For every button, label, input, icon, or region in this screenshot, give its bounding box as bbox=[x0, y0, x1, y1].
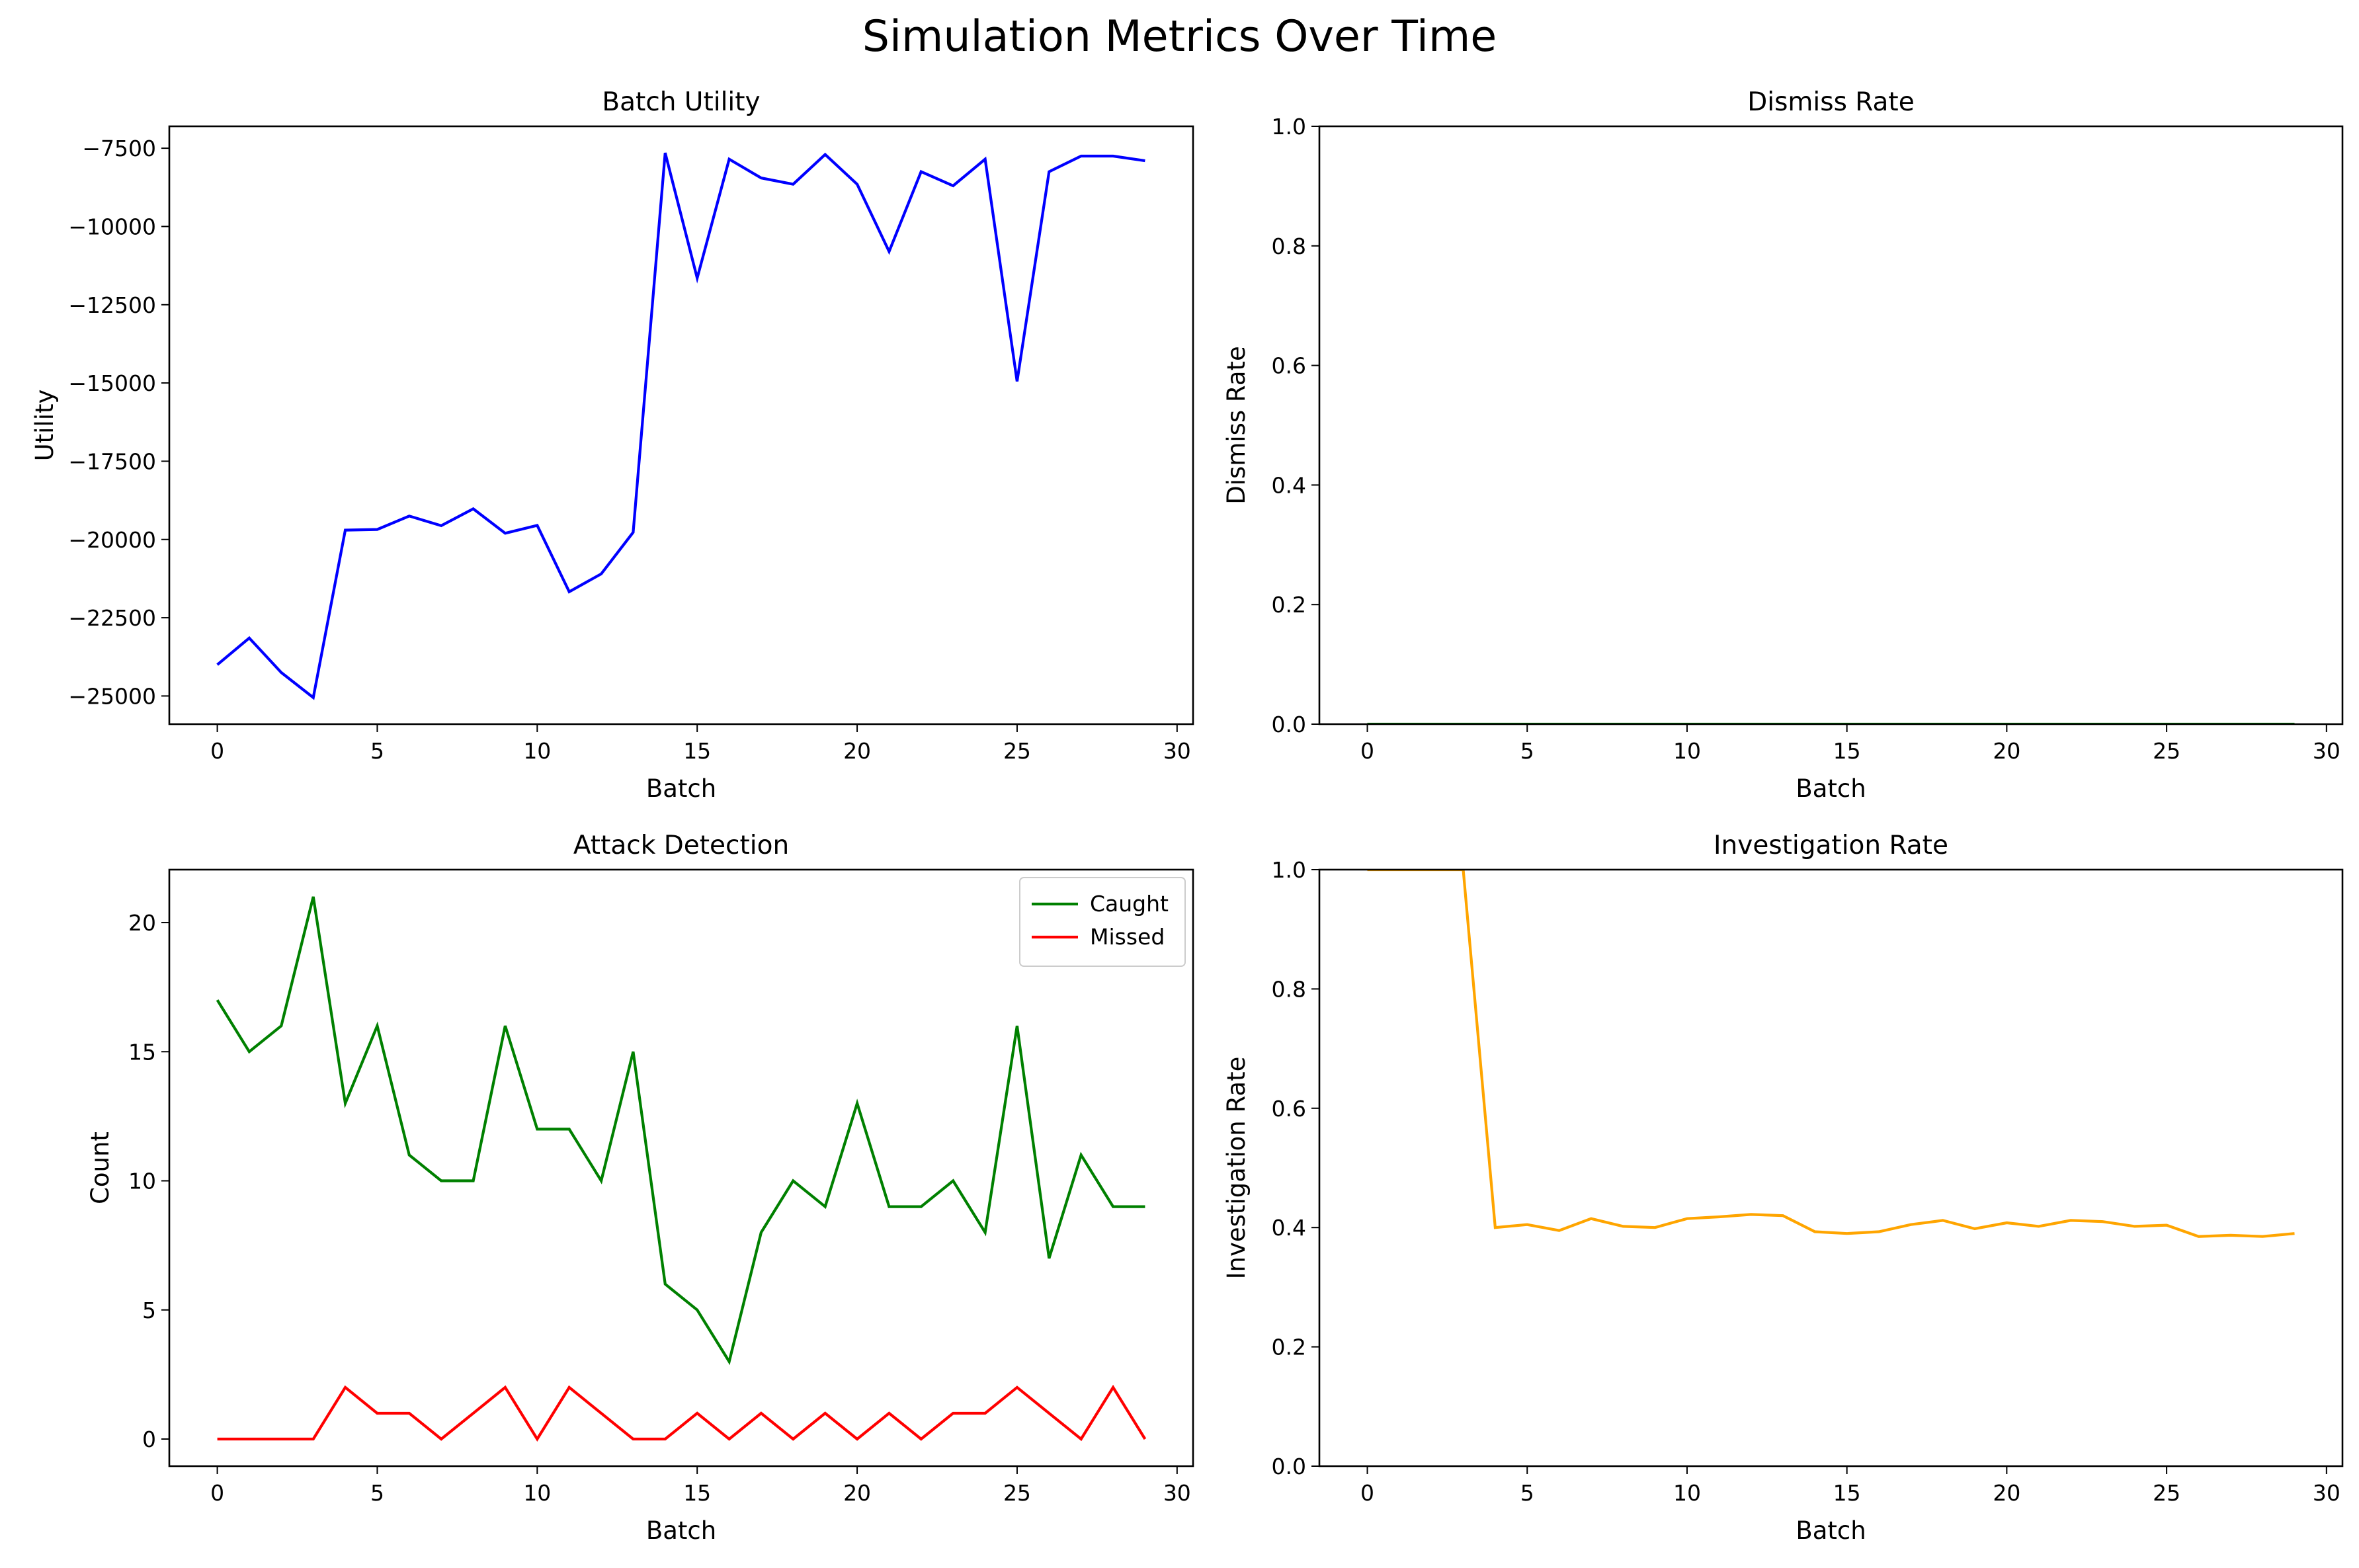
x-tick-label: 15 bbox=[1833, 738, 1861, 764]
y-tick-label: −22500 bbox=[68, 605, 156, 631]
x-tick-label: 25 bbox=[1003, 1480, 1031, 1506]
legend-label-missed: Missed bbox=[1090, 924, 1165, 950]
series-line-1 bbox=[1367, 870, 2295, 1238]
subplot-title: Attack Detection bbox=[573, 831, 789, 860]
y-tick-label: 0.0 bbox=[1272, 712, 1306, 737]
subplot-title: Batch Utility bbox=[602, 87, 760, 117]
x-tick-label: 20 bbox=[1993, 738, 2020, 764]
x-tick-label: 10 bbox=[523, 1480, 551, 1506]
axes-frame bbox=[168, 125, 1194, 725]
y-tick-label: 20 bbox=[128, 910, 156, 936]
x-tick-label: 20 bbox=[843, 738, 871, 764]
x-axis-label: Batch bbox=[1796, 1516, 1866, 1545]
y-tick-label: 0.2 bbox=[1272, 1335, 1306, 1360]
y-tick-label: −10000 bbox=[68, 214, 156, 239]
legend-label-caught: Caught bbox=[1090, 891, 1169, 917]
x-tick-label: 25 bbox=[2153, 738, 2180, 764]
y-tick-label: −25000 bbox=[68, 683, 156, 709]
x-tick-label: 5 bbox=[370, 738, 384, 764]
x-tick-label: 25 bbox=[2153, 1480, 2180, 1506]
x-tick-label: 30 bbox=[1163, 1480, 1191, 1506]
y-tick-label: 0.2 bbox=[1272, 592, 1306, 618]
x-tick-label: 10 bbox=[523, 738, 551, 764]
y-tick-label: 0.4 bbox=[1272, 1215, 1306, 1241]
y-tick-label: 0.0 bbox=[1272, 1454, 1306, 1479]
y-axis-label: Investigation Rate bbox=[1222, 1057, 1251, 1280]
x-tick-label: 30 bbox=[2313, 738, 2340, 764]
y-tick-label: −20000 bbox=[68, 527, 156, 553]
subplot-dismiss-rate: 0 5 10 15 20 25 30 0.0 0.2 0.4 0.6 0.8 1.0 Dismiss Ra… bbox=[1222, 87, 2344, 803]
x-tick-label: 15 bbox=[683, 738, 711, 764]
axes-frame bbox=[1318, 868, 2344, 1467]
y-tick-label: 1.0 bbox=[1272, 114, 1306, 140]
x-tick-label: 20 bbox=[843, 1480, 871, 1506]
y-tick-label: −15000 bbox=[68, 370, 156, 396]
y-tick-label: −12500 bbox=[68, 292, 156, 318]
y-tick-label: −7500 bbox=[82, 136, 156, 161]
y-tick-label: 10 bbox=[128, 1169, 156, 1194]
subplot-batch-utility: 0 5 10 15 20 25 30 −25000 −22500 −20000 −17500 −150… bbox=[30, 87, 1194, 803]
subplot-investigation-rate: 0 5 10 15 20 25 30 0.0 0.2 0.4 0.6 0.8 1.0 Investigat… bbox=[1222, 831, 2344, 1545]
x-axis-label: Batch bbox=[646, 1516, 716, 1545]
y-tick-label: 0.8 bbox=[1272, 233, 1306, 259]
axes-frame bbox=[168, 868, 1194, 1467]
x-tick-label: 0 bbox=[210, 738, 224, 764]
axes-frame bbox=[1318, 125, 2344, 725]
x-tick-label: 20 bbox=[1993, 1480, 2020, 1506]
x-tick-label: 10 bbox=[1673, 738, 1701, 764]
y-axis-label: Count bbox=[86, 1132, 114, 1204]
y-tick-label: 1.0 bbox=[1272, 857, 1306, 883]
series-line-caught bbox=[216, 896, 1145, 1366]
x-tick-label: 15 bbox=[1833, 1480, 1861, 1506]
x-tick-label: 30 bbox=[2313, 1480, 2340, 1506]
subplot-title: Investigation Rate bbox=[1714, 831, 1948, 860]
y-tick-label: 15 bbox=[128, 1039, 156, 1065]
y-tick-label: 0 bbox=[142, 1426, 156, 1452]
y-tick-label: −17500 bbox=[68, 448, 156, 474]
legend-box bbox=[1019, 877, 1186, 967]
series-line-1 bbox=[216, 152, 1145, 700]
y-axis-label: Dismiss Rate bbox=[1222, 346, 1251, 505]
x-tick-label: 15 bbox=[683, 1480, 711, 1506]
x-tick-label: 5 bbox=[1520, 738, 1534, 764]
y-tick-label: 5 bbox=[142, 1298, 156, 1323]
series-line-missed bbox=[217, 1384, 1147, 1442]
legend: Caught Missed bbox=[1019, 877, 1186, 967]
x-axis-label: Batch bbox=[646, 774, 716, 803]
x-tick-label: 0 bbox=[1360, 1480, 1374, 1506]
x-axis-label: Batch bbox=[1796, 774, 1866, 803]
x-tick-label: 10 bbox=[1673, 1480, 1701, 1506]
x-tick-label: 0 bbox=[210, 1480, 224, 1506]
x-tick-label: 25 bbox=[1003, 738, 1031, 764]
x-tick-label: 5 bbox=[370, 1480, 384, 1506]
subplot-title: Dismiss Rate bbox=[1747, 87, 1914, 117]
x-tick-label: 30 bbox=[1163, 738, 1191, 764]
y-tick-label: 0.6 bbox=[1272, 353, 1306, 379]
y-tick-label: 0.6 bbox=[1272, 1096, 1306, 1122]
subplot-attack-detection: 0 5 10 15 20 25 30 0 5 10 15 20 Attack Detection Batc… bbox=[86, 831, 1194, 1545]
y-axis-label: Utility bbox=[30, 390, 59, 462]
y-tick-label: 0.4 bbox=[1272, 472, 1306, 498]
figure-title: Simulation Metrics Over Time bbox=[862, 12, 1497, 62]
x-tick-label: 0 bbox=[1360, 738, 1374, 764]
y-tick-label: 0.8 bbox=[1272, 976, 1306, 1002]
x-tick-label: 5 bbox=[1520, 1480, 1534, 1506]
